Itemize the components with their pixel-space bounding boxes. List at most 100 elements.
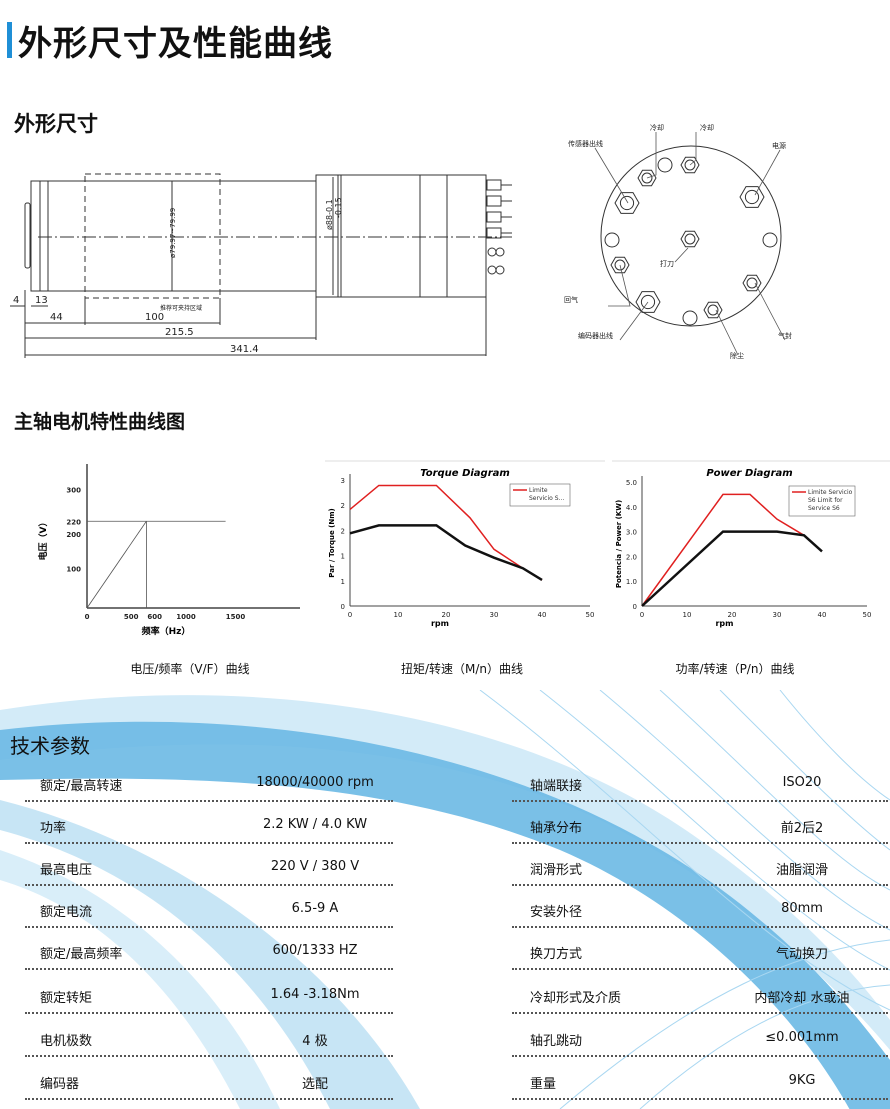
dim-13: 13 xyxy=(35,295,48,306)
series-line xyxy=(641,493,805,607)
x-tick-label: 40 xyxy=(538,611,547,619)
label-cooling-2: 冷却 xyxy=(700,123,714,132)
label-encoder: 编码器出线 xyxy=(578,331,613,340)
spec-value: 选配 xyxy=(301,1077,328,1092)
fitting-nut-icon xyxy=(703,301,723,319)
x-tick-label: 500 xyxy=(124,613,139,621)
fitting-nut-icon xyxy=(680,230,700,248)
x-tick-label: 600 xyxy=(147,613,162,621)
dim-215: 215.5 xyxy=(165,327,194,338)
fitting-nut-icon xyxy=(742,274,762,292)
row-divider xyxy=(512,884,888,886)
spec-value: 18000/40000 rpm xyxy=(256,775,374,790)
fitting-nut-icon xyxy=(635,291,661,313)
x-tick-label: 30 xyxy=(490,611,499,619)
row-divider xyxy=(25,884,393,886)
mounting-lug xyxy=(682,310,698,326)
power-chart: 0 10 20 30 40 50 0 1.0 2.0 3.0 4.0 5.0 Power Diagram… xyxy=(612,460,890,630)
torque-chart: 0 10 20 30 40 50 0 1 1 2 2 3 Torque Diagram rpm Par / … xyxy=(325,460,605,630)
series-line xyxy=(86,521,147,609)
y-axis-label: Potencia / Power (KW) xyxy=(615,500,623,588)
y-tick-label: 1.0 xyxy=(626,578,637,586)
dia-rear: ø88-0.1 xyxy=(325,199,334,230)
spec-label: 额定/最高转速 xyxy=(40,779,123,794)
y-tick-label: 1 xyxy=(341,553,345,561)
x-tick-label: 20 xyxy=(442,611,451,619)
dia-rear-tol: -0.15 xyxy=(334,197,343,218)
legend-label: Servicio S... xyxy=(529,495,564,502)
row-divider xyxy=(25,1055,393,1057)
row-divider xyxy=(25,1098,393,1100)
x-tick-label: 10 xyxy=(683,611,692,619)
spec-label: 电机极数 xyxy=(40,1034,93,1049)
row-divider xyxy=(25,926,393,928)
x-tick-label: 40 xyxy=(818,611,827,619)
spec-label: 轴端联接 xyxy=(530,779,583,794)
row-divider xyxy=(512,1055,888,1057)
x-tick-label: 0 xyxy=(640,611,644,619)
row-divider xyxy=(25,800,393,802)
background-decoration xyxy=(0,690,890,1109)
spec-value: 内部冷却 水或油 xyxy=(754,991,850,1006)
y-tick-label: 0 xyxy=(633,603,637,611)
label-return-air: 回气 xyxy=(564,295,578,304)
mounting-lug xyxy=(604,232,620,248)
x-tick-label: 0 xyxy=(85,613,90,621)
section-title-curves: 主轴电机特性曲线图 xyxy=(14,411,186,433)
mounting-lug xyxy=(762,232,778,248)
decor-line xyxy=(479,690,890,1011)
label-sensor: 传感器出线 xyxy=(568,139,603,148)
row-divider xyxy=(512,1012,888,1014)
y-tick-label: 0 xyxy=(341,603,345,611)
clamp-zone-label: 推荐可夹持区域 xyxy=(160,304,202,312)
y-axis-label: 电压（V） xyxy=(37,518,49,561)
spec-label: 换刀方式 xyxy=(530,947,583,962)
spec-label: 最高电压 xyxy=(40,863,93,878)
chart-title: Torque Diagram xyxy=(420,468,510,479)
x-tick-label: 10 xyxy=(394,611,403,619)
title-accent-bar xyxy=(7,22,12,58)
row-divider xyxy=(512,926,888,928)
label-power: 电源 xyxy=(772,141,786,150)
row-divider xyxy=(25,968,393,970)
decor-line xyxy=(779,690,890,801)
fitting-nut-icon xyxy=(680,156,700,174)
spec-label: 额定电流 xyxy=(40,905,93,920)
legend-label: Service S6 xyxy=(808,505,840,512)
blue-band-lower xyxy=(0,800,420,1109)
spec-value: 油脂润滑 xyxy=(775,863,828,878)
decor-line xyxy=(539,690,890,971)
y-tick-label: 3 xyxy=(341,477,345,485)
row-divider xyxy=(512,1098,888,1100)
x-tick-label: 50 xyxy=(586,611,595,619)
dim-44: 44 xyxy=(50,312,63,323)
spec-label: 安装外径 xyxy=(530,905,583,920)
chart-title: Power Diagram xyxy=(706,468,792,479)
decor-line xyxy=(719,690,890,851)
label-dust: 除尘 xyxy=(730,351,744,360)
decor-line xyxy=(639,984,890,1109)
spec-label: 重量 xyxy=(530,1077,557,1092)
row-divider xyxy=(512,842,888,844)
spec-value: 80mm xyxy=(781,901,823,916)
spec-label: 编码器 xyxy=(40,1077,80,1092)
x-tick-label: 50 xyxy=(863,611,872,619)
row-divider xyxy=(512,968,888,970)
spec-label: 功率 xyxy=(40,821,67,836)
x-tick-label: 20 xyxy=(728,611,737,619)
series-line xyxy=(349,524,543,582)
spec-value: 220 V / 380 V xyxy=(270,859,360,874)
y-tick-label: 5.0 xyxy=(626,479,637,487)
dim-341: 341.4 xyxy=(230,344,259,355)
x-tick-label: 1000 xyxy=(176,613,196,621)
section-title-dimensions: 外形尺寸 xyxy=(14,112,98,136)
spec-value: 9KG xyxy=(788,1073,816,1088)
side-view-drawing: 4 13 44 100 215.5 341.4 推荐可夹持区域 ø79.97~7… xyxy=(10,173,512,358)
y-axis-label: Par / Torque (Nm) xyxy=(328,508,336,577)
page-title: 外形尺寸及性能曲线 xyxy=(18,24,333,64)
spec-value: 2.2 KW / 4.0 KW xyxy=(262,817,368,832)
spec-value: ISO20 xyxy=(782,775,822,790)
fitting-nut-icon xyxy=(637,169,657,187)
spec-label: 额定/最高频率 xyxy=(40,947,123,962)
caption-power: 功率/转速（P/n）曲线 xyxy=(675,662,795,676)
